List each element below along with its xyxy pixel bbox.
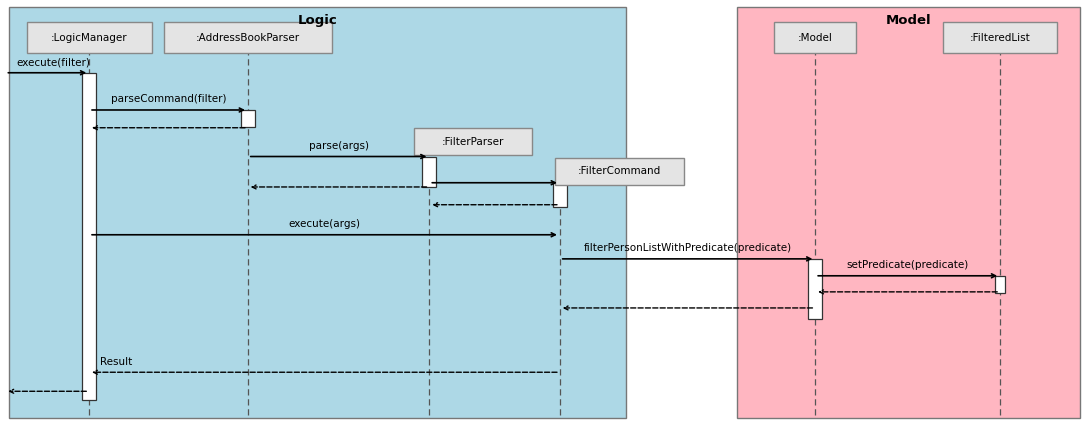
Text: Result: Result [100, 357, 133, 367]
Text: execute(args): execute(args) [288, 219, 361, 229]
Bar [9, 7, 626, 418]
Text: :FilterCommand: :FilterCommand [578, 166, 661, 176]
Bar [553, 183, 567, 207]
Bar [83, 73, 96, 400]
Text: :LogicManager: :LogicManager [51, 33, 127, 43]
Text: :AddressBookParser: :AddressBookParser [196, 33, 300, 43]
Text: Model: Model [886, 14, 932, 27]
Bar [422, 157, 437, 187]
Bar [774, 22, 857, 53]
Bar [26, 22, 152, 53]
Text: execute(filter): execute(filter) [16, 57, 90, 67]
Text: :FilteredList: :FilteredList [970, 33, 1030, 43]
Bar [944, 22, 1057, 53]
Text: parseCommand(filter): parseCommand(filter) [111, 94, 226, 104]
Text: parse(args): parse(args) [309, 141, 368, 151]
Bar [414, 128, 532, 155]
Text: :Model: :Model [798, 33, 833, 43]
Text: Logic: Logic [298, 14, 337, 27]
Bar [164, 22, 332, 53]
Bar [555, 158, 684, 185]
Bar [241, 110, 254, 127]
Text: setPredicate(predicate): setPredicate(predicate) [847, 260, 969, 270]
Bar [996, 276, 1005, 293]
Bar [809, 259, 823, 319]
Text: :FilterParser: :FilterParser [441, 137, 504, 147]
Text: filterPersonListWithPredicate(predicate): filterPersonListWithPredicate(predicate) [584, 243, 791, 253]
Bar [737, 7, 1080, 418]
